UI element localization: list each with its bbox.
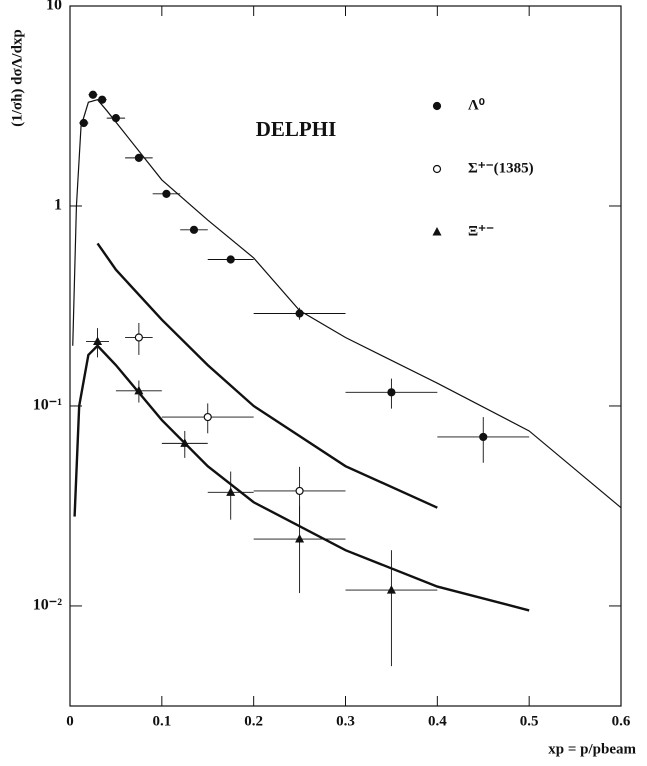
legend-label: Σ⁺⁻(1385) [468,160,534,176]
data-point [226,487,236,496]
y-axis-label: (1/σh) dσΛ/dxp [9,29,25,127]
model-curve [96,242,438,509]
data-point [134,333,143,342]
data-point [189,225,199,234]
data-point [295,534,305,543]
data-point [387,388,396,397]
data-point [386,585,396,594]
legend-marker [432,164,442,174]
data-point [479,432,488,442]
data-point [98,95,107,104]
model-curve [72,99,622,509]
y-tick-label: 10⁻¹ [33,397,62,414]
data-point [134,385,144,395]
y-tick-label: 10 [46,0,62,14]
plot-frame [69,5,622,707]
y-tick-label: 1 [54,197,62,214]
model-curve [73,344,530,612]
data-point [162,189,171,198]
chart-title: DELPHI [256,117,337,141]
data-point [93,336,103,346]
legend-marker [432,101,442,111]
legend-label: Ξ⁺⁻ [468,223,494,239]
data-point [226,255,235,264]
legend-marker [432,227,442,236]
y-tick-label: 10⁻² [33,597,62,614]
x-tick-label: 0.1 [152,713,171,729]
x-tick-label: 0.3 [336,713,355,729]
data-point [88,90,98,99]
x-tick-label: 0.2 [244,713,263,729]
legend-label: Λ⁰ [468,97,485,113]
data-point [295,486,304,496]
x-tick-label: 0 [66,713,74,729]
x-tick-label: 0.6 [612,713,631,729]
x-axis-label: xp = p/pbeam [548,741,636,757]
x-tick-label: 0.5 [520,713,539,729]
data-point [134,153,143,162]
x-tick-label: 0.4 [428,713,447,729]
data-point [203,412,212,422]
